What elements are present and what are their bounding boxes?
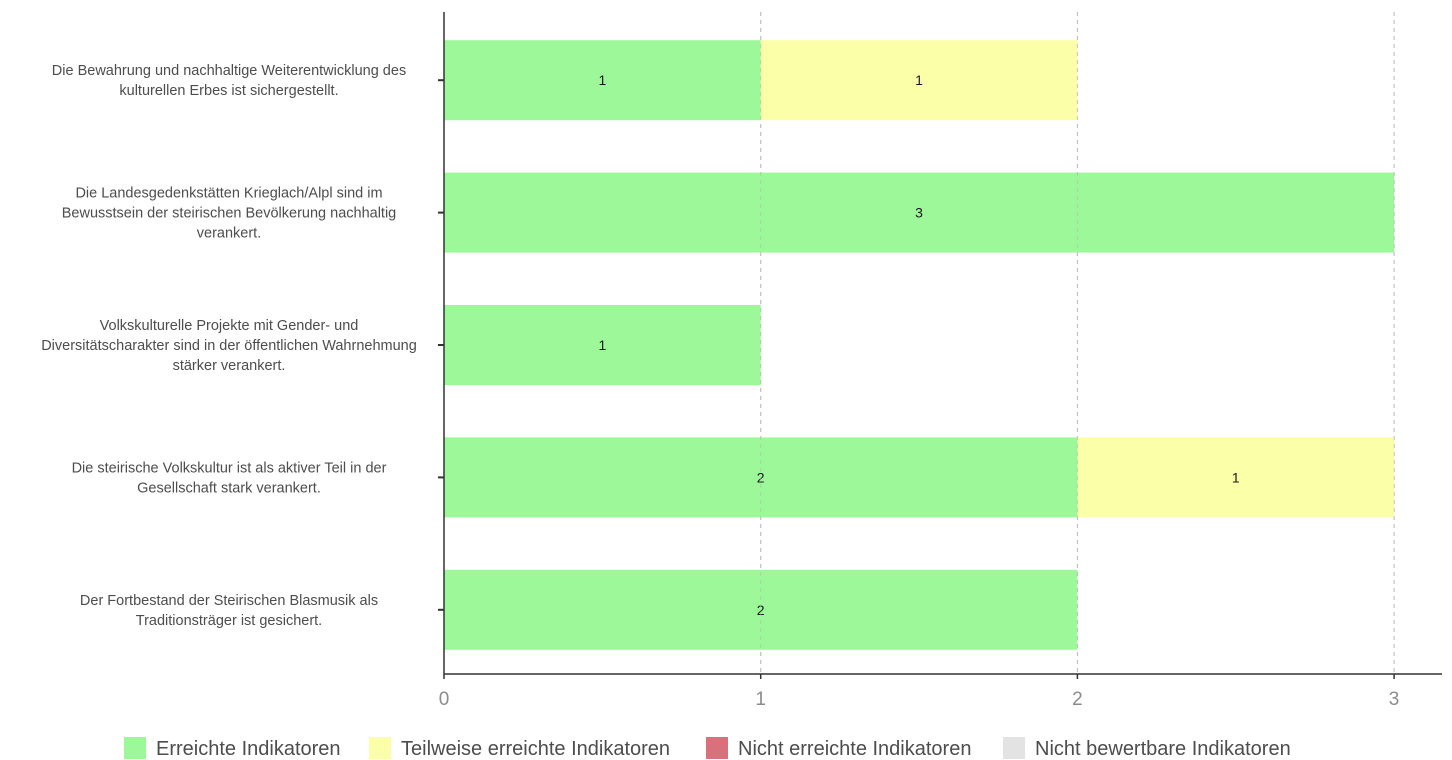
data-label-4-0: 2 xyxy=(757,602,765,618)
category-label-line: Gesellschaft stark verankert. xyxy=(137,480,321,496)
legend-swatch-3 xyxy=(1003,737,1025,759)
category-label-line: Die steirische Volkskultur ist als aktiv… xyxy=(72,460,387,476)
legend-label-1: Teilweise erreichte Indikatoren xyxy=(401,738,670,760)
legend-swatch-2 xyxy=(706,737,728,759)
category-label-line: kulturellen Erbes ist sichergestellt. xyxy=(119,83,338,99)
bar-0-0 xyxy=(444,40,761,121)
category-label-0: Die Bewahrung und nachhaltige Weiterentw… xyxy=(52,63,406,99)
category-label-line: Die Landesgedenkstätten Krieglach/Alpl s… xyxy=(75,186,382,202)
category-label-3: Die steirische Volkskultur ist als aktiv… xyxy=(72,460,387,496)
category-label-4: Der Fortbestand der Steirischen Blasmusi… xyxy=(80,593,378,629)
legend-swatch-1 xyxy=(369,737,391,759)
legend-label-2: Nicht erreichte Indikatoren xyxy=(738,738,971,760)
legend-label-3: Nicht bewertbare Indikatoren xyxy=(1035,738,1291,760)
data-label-2-0: 1 xyxy=(598,337,606,353)
category-label-line: Der Fortbestand der Steirischen Blasmusi… xyxy=(80,593,378,609)
x-tick-label-1: 1 xyxy=(755,689,766,710)
x-tick-label-3: 3 xyxy=(1389,689,1400,710)
data-label-3-1: 1 xyxy=(1232,469,1240,485)
axis-layer: 0 1 2 3 xyxy=(438,12,1442,710)
bar-3-1 xyxy=(1077,437,1395,518)
bar-1-0 xyxy=(444,172,1395,253)
category-label-line: stärker verankert. xyxy=(173,358,286,374)
data-label-0-0: 1 xyxy=(598,72,606,88)
category-label-1: Die Landesgedenkstätten Krieglach/Alpl s… xyxy=(62,186,397,242)
legend-swatch-0 xyxy=(124,737,146,759)
data-label-0-1: 1 xyxy=(915,72,923,88)
category-label-line: Bewusstsein der steirischen Bevölkerung … xyxy=(62,206,397,222)
x-tick-label-0: 0 xyxy=(439,689,450,710)
category-label-line: verankert. xyxy=(197,226,261,242)
data-label-1-0: 3 xyxy=(915,205,923,221)
labels-layer: 1131212Die Bewahrung und nachhaltige Wei… xyxy=(41,12,1395,674)
category-label-line: Traditionsträger ist gesichert. xyxy=(136,613,322,629)
bar-0-1 xyxy=(760,40,1078,121)
category-label-line: Die Bewahrung und nachhaltige Weiterentw… xyxy=(52,63,406,79)
category-label-2: Volkskulturelle Projekte mit Gender- und… xyxy=(41,318,417,374)
category-label-line: Volkskulturelle Projekte mit Gender- und xyxy=(100,318,359,334)
x-tick-label-2: 2 xyxy=(1072,689,1083,710)
category-label-line: Diversitätscharakter sind in der öffentl… xyxy=(41,338,417,354)
legend: Erreichte Indikatoren Teilweise erreichte… xyxy=(124,737,1291,760)
bars-layer xyxy=(444,40,1395,650)
legend-label-0: Erreichte Indikatoren xyxy=(156,738,341,760)
bar-2-0 xyxy=(444,305,761,385)
